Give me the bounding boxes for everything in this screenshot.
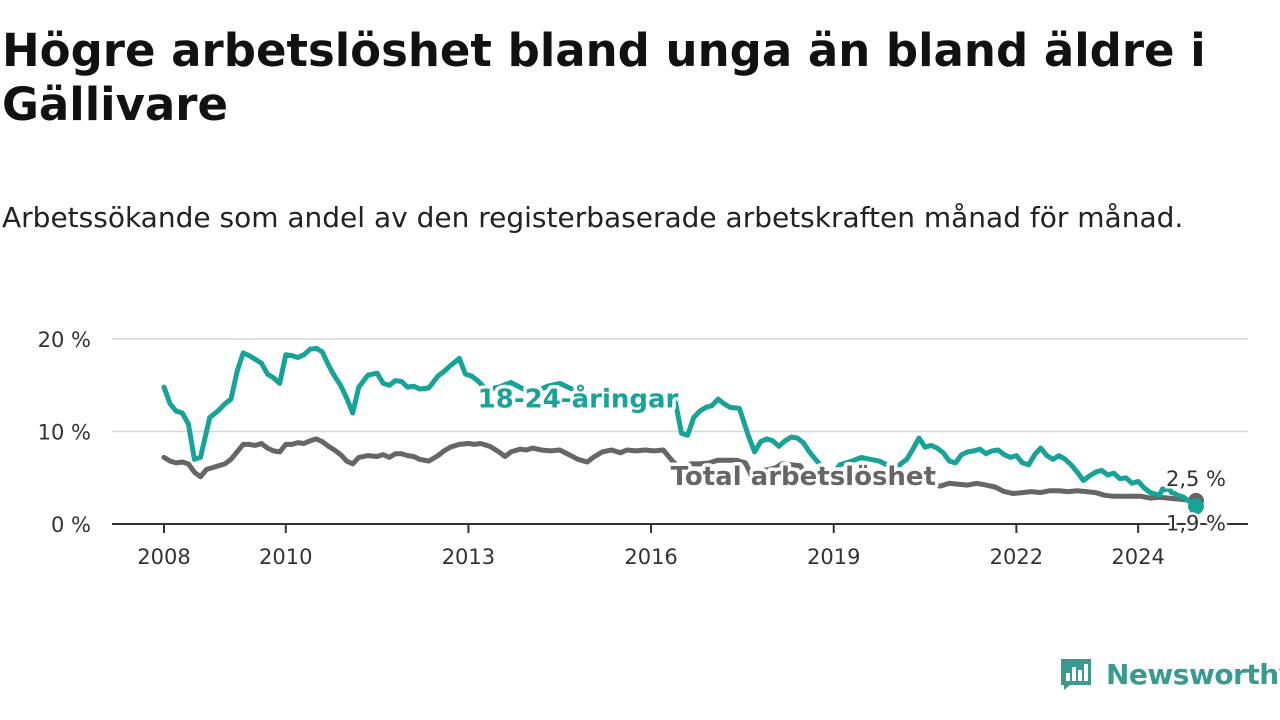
- series-lines: [161, 345, 1204, 515]
- series-line-18-24-ringar: [161, 345, 1199, 509]
- series-label: Total arbetslöshet: [671, 462, 936, 492]
- x-tick-label: 2010: [259, 545, 312, 569]
- end-value-label: 1,9 %: [1166, 511, 1226, 535]
- series-line-total-arbetsl-shet: [161, 436, 1199, 504]
- y-tick-label: 0 %: [51, 513, 91, 537]
- brand-name: Newsworthy: [1106, 657, 1280, 691]
- x-axis: 2008 2010 2013 2016 2019 2022 2024: [112, 523, 1248, 569]
- newsworthy-logo-icon: [1061, 659, 1091, 690]
- x-tick-label: 2019: [807, 545, 860, 569]
- x-tick-label: 2013: [442, 545, 495, 569]
- y-tick-label: 10 %: [38, 421, 91, 445]
- y-axis-ticks: 0 % 10 % 20 %: [38, 328, 91, 537]
- x-tick-label: 2022: [990, 545, 1043, 569]
- end-point-18-24-ringar: [1188, 498, 1204, 515]
- end-value-label: 2,5 %: [1166, 467, 1226, 491]
- brand: Newsworthy: [1058, 654, 1280, 694]
- x-tick-label: 2008: [137, 545, 190, 569]
- x-tick-label: 2024: [1111, 545, 1164, 569]
- y-tick-label: 20 %: [38, 328, 91, 352]
- series-label: 18-24-åringar: [478, 382, 679, 414]
- series-labels: 18-24-åringar Total arbetslöshet 2,5 % 1,9 …: [474, 379, 1228, 538]
- x-tick-label: 2016: [624, 545, 677, 569]
- page-title: Högre arbetslöshet bland unga än bland ä…: [2, 24, 1206, 131]
- page-subtitle: Arbetssökande som andel av den registerb…: [2, 201, 1184, 234]
